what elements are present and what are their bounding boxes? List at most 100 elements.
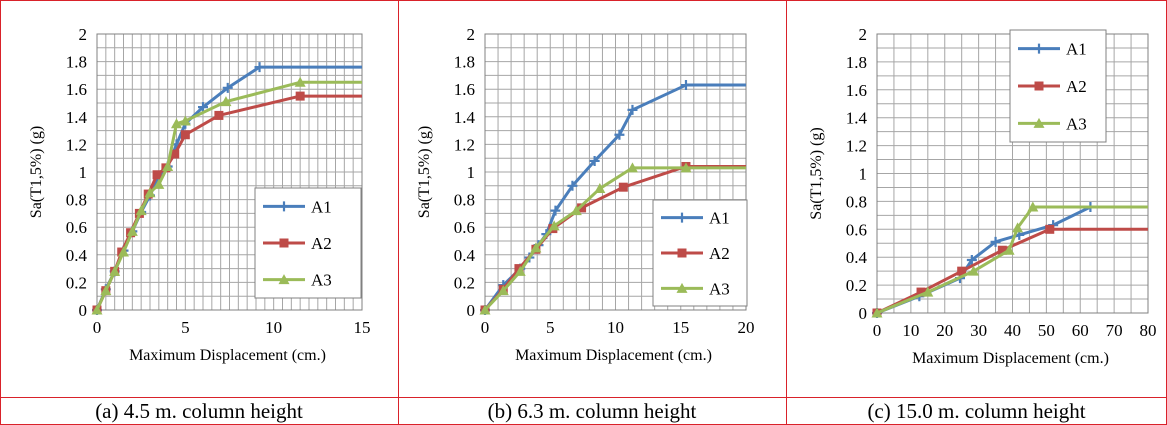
data-point [170,149,180,159]
data-point [618,182,628,192]
legend-marker [676,282,688,293]
y-tick-label: 0.2 [66,273,87,292]
series-a1-c [872,201,1148,318]
legend-b: A1 A2 A3 [652,199,748,307]
legend-a: A1 A2 A3 [254,187,362,299]
legend-marker [279,201,289,212]
y-tick-label: 0.8 [66,191,87,210]
x-axis-label-a: Maximum Displacement (cm.) [129,347,326,364]
legend-label: A2 [311,234,332,253]
y-tick-label: 2 [467,25,476,44]
caption-b: (b) 6.3 m. column height [487,399,697,423]
y-tick-label: 0.2 [454,273,475,292]
x-tick-label: 20 [936,321,953,340]
chart-a: 0 0.2 0.4 0.6 0.8 1 1.2 1.4 1.6 1.8 2 0 5 10 15 Maximum… [28,25,371,364]
legend-label: A1 [1066,40,1087,59]
panel-c: 0 0.2 0.4 0.6 0.8 1 1.2 1.4 1.6 1.8 2 0 10 20 30 40 50 60… [786,0,1167,425]
data-point [968,265,980,276]
data-point [220,96,232,107]
x-tick-label: 40 [1004,321,1021,340]
data-point [100,285,112,296]
y-tick-label: 1 [467,163,476,182]
data-point [966,254,977,265]
series-line [483,166,746,312]
data-point [198,102,208,113]
x-axis-label-c: Maximum Displacement (cm.) [912,350,1109,367]
data-point [577,203,587,213]
y-axis-label-a: Sa(T1,5%) (g) [28,126,45,218]
data-point [91,304,103,315]
legend-label: A3 [709,279,730,298]
caption-a: (a) 4.5 m. column height [95,399,303,423]
panel-a: 0 0.2 0.4 0.6 0.8 1 1.2 1.4 1.6 1.8 2 0 5 10 15 Maximum… [0,0,398,425]
data-point [916,287,926,297]
data-point [162,160,174,171]
y-tick-label: 0.6 [66,218,87,237]
y-tick-label: 1.6 [454,80,475,99]
y-tick-label: 0.4 [66,246,88,265]
panel-b: 0 0.2 0.4 0.6 0.8 1 1.2 1.4 1.6 1.8 2 0 5 10 15 20 Maxim… [398,0,786,425]
data-point [295,91,305,101]
legend-marker [1033,117,1045,128]
chart-b: 00.20.40.60.811.21.41.61.820 5 10 15 20Maxim… [416,25,755,364]
y-tick-label: 1.8 [846,53,867,72]
data-point [126,225,138,236]
plot-area-b [484,33,747,311]
y-axis-label-b: Sa(T1,5%) (g) [416,126,433,218]
legend-label: A2 [1066,77,1087,96]
data-point [680,162,692,173]
data-point [1045,224,1055,234]
y-tick-label: 0.4 [454,246,476,265]
y-tick-label: 0 [467,301,476,320]
legend-label: A3 [311,271,332,290]
data-point [567,180,578,191]
data-point [1027,201,1039,212]
data-point [118,246,129,257]
data-point [548,220,560,231]
x-tick-label: 30 [970,321,987,340]
data-point [254,62,265,73]
data-point [530,242,542,253]
x-tick-label: 80 [1140,321,1157,340]
y-tick-label: 1 [859,165,868,184]
x-tick-label: 50 [1038,321,1055,340]
x-tick-label: 15 [672,318,689,337]
data-point [594,183,606,194]
x-tick-label: 5 [181,318,190,337]
y-tick-label: 0 [859,304,868,323]
plot-area-a [96,33,363,311]
y-tick-label: 1.8 [454,53,475,72]
y-tick-label: 0 [79,301,88,320]
legend-marker [279,238,289,248]
y-tick-label: 0.8 [454,191,475,210]
data-point [514,265,526,276]
x-tick-label: 0 [873,321,882,340]
legend-marker [677,248,687,258]
caption-divider [0,397,1167,398]
series-a3-b [479,162,746,315]
data-point [180,130,190,140]
legend-label: A1 [709,209,730,228]
x-tick-label: 10 [607,318,624,337]
data-point [179,115,191,126]
y-tick-label: 0.2 [846,276,867,295]
x-tick-label: 10 [265,318,282,337]
data-point [214,110,224,120]
y-tick-label: 2 [859,25,868,44]
y-tick-label: 0.4 [846,248,868,267]
data-point [614,129,625,140]
data-point [570,205,582,216]
chart-c: 00.20.40.60.811.21.41.61.820 10 20 30 40 50 60… [808,25,1157,367]
y-tick-label: 1.4 [66,108,88,127]
data-point [957,266,967,276]
data-point [1003,244,1015,255]
x-tick-label: 70 [1106,321,1123,340]
legend-marker [677,212,687,223]
data-point [109,265,121,276]
data-point [171,118,182,129]
series-a3-c [871,201,1148,318]
y-tick-label: 1.4 [454,108,476,127]
data-point [627,104,638,115]
legend-c: A1 A2 A3 [1009,29,1107,143]
legend-label: A3 [1066,114,1087,133]
